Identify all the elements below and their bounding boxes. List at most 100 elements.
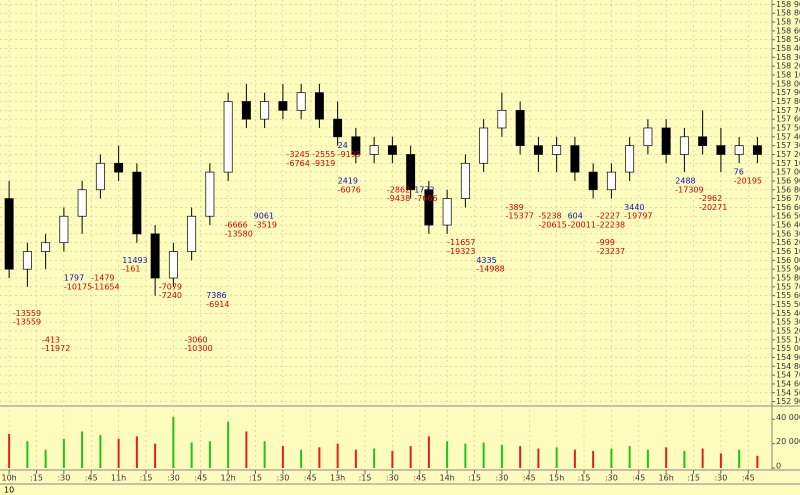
y-tick-label: 158 900 — [776, 0, 800, 9]
volume-bar — [446, 441, 449, 468]
volume-bar — [409, 446, 412, 468]
candle-body — [59, 215, 69, 244]
volume-bar — [99, 435, 102, 468]
volume-bar — [44, 449, 47, 468]
y-tick-label: 20 000 — [776, 437, 800, 446]
candle-body — [752, 145, 762, 155]
y-tick-label: 158 100 — [776, 71, 800, 80]
annotation: -2227 — [597, 212, 620, 221]
candle-body — [41, 242, 51, 252]
y-tick-label: 155 700 — [776, 282, 800, 291]
annotation: -3519 — [254, 221, 277, 230]
volume-bar — [719, 453, 722, 468]
annotation: -9438 — [387, 194, 410, 203]
volume-bar — [373, 448, 376, 468]
candle-body — [497, 109, 507, 129]
annotation: -22238 — [597, 221, 625, 230]
candle-body — [661, 127, 671, 155]
x-tick-label: :30 — [57, 474, 70, 483]
annotation: -11972 — [42, 344, 70, 353]
y-tick-label: 158 300 — [776, 53, 800, 62]
annotation: -6076 — [338, 185, 361, 194]
volume-bar — [336, 443, 339, 468]
y-tick-label: 158 700 — [776, 18, 800, 27]
y-tick-label: 156 700 — [776, 194, 800, 203]
y-tick-label: 157 600 — [776, 115, 800, 124]
volume-bar — [154, 443, 157, 468]
volume-bar — [464, 443, 467, 468]
annotation: -20011 — [568, 221, 596, 230]
candle-body — [406, 154, 416, 191]
annotation: -7240 — [159, 291, 182, 300]
volume-bar — [8, 433, 11, 468]
volume-bar — [208, 441, 211, 468]
x-tick-label: :15 — [359, 474, 372, 483]
y-tick-label: 157 900 — [776, 88, 800, 97]
y-tick-label: 154 900 — [776, 353, 800, 362]
x-tick-label: :30 — [605, 474, 618, 483]
candle-body — [460, 162, 470, 199]
candle-body — [643, 127, 653, 146]
y-tick-label: 158 000 — [776, 79, 800, 88]
volume-bar — [62, 438, 65, 468]
candle-body — [716, 145, 726, 155]
y-tick-label: 157 300 — [776, 141, 800, 150]
y-tick-label: 155 900 — [776, 265, 800, 274]
volume-bar — [628, 446, 631, 468]
y-tick-label: 156 200 — [776, 238, 800, 247]
x-tick-label: :15 — [468, 474, 481, 483]
candle-body — [606, 171, 616, 191]
volume-bar — [738, 449, 741, 468]
volume-bar — [519, 446, 522, 468]
annotation: -9195 — [338, 150, 361, 159]
volume-bar — [281, 446, 284, 468]
candle-body — [424, 189, 434, 226]
annotation: -6914 — [206, 300, 229, 309]
y-tick-label: 157 100 — [776, 159, 800, 168]
y-tick-label: 155 400 — [776, 309, 800, 318]
volume-bar — [135, 436, 138, 468]
candle-body — [387, 145, 397, 155]
y-tick-label: 158 200 — [776, 62, 800, 71]
candle-body — [223, 101, 233, 173]
x-tick-label: 12h — [221, 474, 236, 483]
y-tick-label: 154 700 — [776, 371, 800, 380]
annotation: -17309 — [675, 185, 703, 194]
annotation: -13559 — [13, 318, 41, 327]
annotation: -413 — [42, 335, 60, 344]
annotation: -14988 — [476, 265, 504, 274]
candle-body — [314, 92, 324, 120]
volume-bar — [683, 450, 686, 468]
x-tick-label: :45 — [413, 474, 426, 483]
candle-body — [205, 171, 215, 217]
x-tick-label: :45 — [742, 474, 755, 483]
y-tick-label: 156 500 — [776, 212, 800, 221]
volume-bar — [245, 431, 248, 468]
y-tick-label: 158 800 — [776, 9, 800, 18]
candle-body — [22, 251, 32, 270]
volume-bar — [537, 448, 540, 468]
annotation: -2555 — [312, 150, 335, 159]
y-tick-label: 156 800 — [776, 185, 800, 194]
candle-body — [114, 162, 124, 173]
x-tick-label: :45 — [632, 474, 645, 483]
x-tick-label: :15 — [140, 474, 153, 483]
y-tick-label: 0 — [776, 462, 781, 471]
volume-bar — [665, 447, 668, 468]
y-tick-label: 156 900 — [776, 176, 800, 185]
annotation: -23237 — [597, 247, 625, 256]
candle-body — [150, 233, 160, 279]
annotation: 9061 — [254, 212, 274, 221]
annotation: -10300 — [184, 344, 212, 353]
volume-bar — [117, 438, 120, 468]
annotation: -10175 — [64, 282, 92, 291]
y-tick-label: 158 400 — [776, 44, 800, 53]
volume-bar — [701, 448, 704, 468]
annotation: -161 — [122, 265, 140, 274]
annotation: -20271 — [699, 203, 727, 212]
candle-body — [241, 101, 251, 120]
volume-bar — [482, 442, 485, 468]
candle-body — [533, 145, 543, 155]
